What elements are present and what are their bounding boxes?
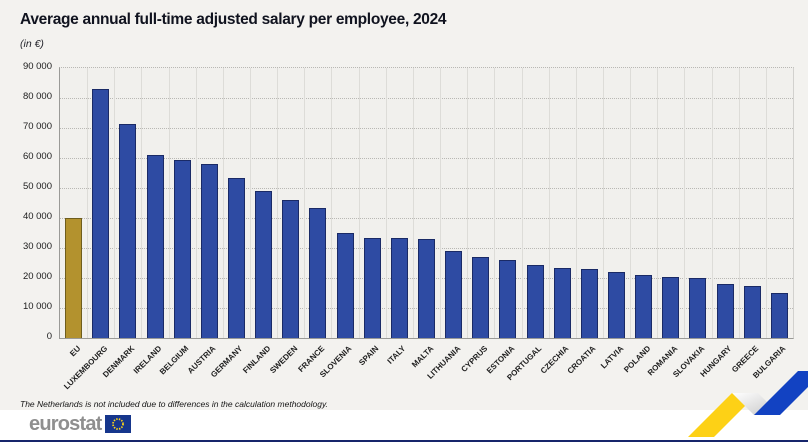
bar-portugal (526, 264, 544, 338)
footer-bar: eurostat (0, 410, 808, 442)
column-separator (494, 68, 496, 338)
bar-cyprus (472, 257, 490, 338)
bar-greece (743, 285, 761, 338)
y-tick-label-70000: 70 000 (22, 121, 52, 132)
footnote: The Netherlands is not included due to d… (20, 399, 328, 409)
x-label-eu: EU (67, 344, 82, 359)
column-separator (222, 68, 224, 338)
column-separator (304, 68, 306, 338)
bar-poland (635, 275, 653, 338)
bar-bulgaria (770, 293, 788, 338)
bar-italy (390, 237, 408, 338)
bar-slovakia (689, 278, 707, 338)
eurostat-logo: eurostat (29, 414, 131, 434)
x-label-malta: MALTA (409, 344, 435, 370)
plot-area (59, 67, 794, 339)
column-separator (331, 68, 333, 338)
bar-croatia (580, 269, 598, 338)
y-tick-label-80000: 80 000 (22, 91, 52, 102)
bar-austria (200, 164, 218, 338)
bar-estonia (499, 260, 517, 338)
eurostat-logo-text: eurostat (29, 413, 102, 435)
column-separator (195, 68, 197, 338)
bar-czechia (553, 267, 571, 338)
column-separator (440, 68, 442, 338)
column-separator (412, 68, 414, 338)
column-separator (602, 68, 604, 338)
bar-eu (65, 218, 83, 338)
column-separator (657, 68, 659, 338)
chart-title: Average annual full-time adjusted salary… (20, 11, 447, 28)
x-label-croatia: CROATIA (566, 344, 598, 376)
bar-denmark (119, 123, 137, 338)
x-label-italy: ITALY (385, 344, 408, 366)
bar-hungary (716, 284, 734, 338)
column-separator (141, 68, 143, 338)
bottom-border-line (0, 440, 808, 442)
bar-spain (363, 237, 381, 338)
gridline-50000 (60, 188, 793, 189)
bar-sweden (282, 200, 300, 338)
y-axis: 0 10 000 20 000 30 000 40 000 50 000 60 000 70 … (0, 62, 52, 342)
bar-belgium (173, 159, 191, 338)
x-label-finland: FINLAND (240, 344, 272, 376)
ribbon-arrow-decoration-icon (658, 367, 808, 442)
column-separator (521, 68, 523, 338)
bar-lithuania (445, 251, 463, 338)
column-separator (548, 68, 550, 338)
y-tick-label-50000: 50 000 (22, 181, 52, 192)
column-separator (738, 68, 740, 338)
x-label-czechia: CZECHIA (539, 344, 571, 376)
bar-luxembourg (92, 89, 110, 338)
bar-romania (662, 276, 680, 338)
y-tick-label-10000: 10 000 (22, 301, 52, 312)
y-tick-label-40000: 40 000 (22, 211, 52, 222)
column-separator (87, 68, 89, 338)
x-label-latvia: LATVIA (598, 344, 625, 371)
column-separator (684, 68, 686, 338)
column-separator (575, 68, 577, 338)
bar-ireland (146, 155, 164, 338)
x-label-sweden: SWEDEN (267, 344, 300, 376)
column-separator (168, 68, 170, 338)
y-tick-label-0: 0 (46, 331, 52, 342)
bar-slovenia (336, 233, 354, 338)
column-separator (385, 68, 387, 338)
column-separator (630, 68, 632, 338)
column-separator (114, 68, 116, 338)
gridline-70000 (60, 128, 793, 129)
gridline-80000 (60, 98, 793, 99)
column-separator (358, 68, 360, 338)
bar-malta (418, 239, 435, 338)
y-tick-label-30000: 30 000 (22, 241, 52, 252)
column-separator (277, 68, 279, 338)
eu-flag-icon (104, 415, 131, 433)
column-separator (711, 68, 713, 338)
column-separator (250, 68, 252, 338)
column-separator (467, 68, 469, 338)
column-separator (765, 68, 767, 338)
y-tick-label-20000: 20 000 (22, 271, 52, 282)
bar-germany (227, 177, 245, 338)
gridline-60000 (60, 158, 793, 159)
x-label-spain: SPAIN (357, 344, 381, 368)
bar-france (309, 207, 327, 338)
bar-finland (255, 191, 273, 338)
y-tick-label-90000: 90 000 (22, 61, 52, 72)
y-tick-label-60000: 60 000 (22, 151, 52, 162)
gridline-40000 (60, 218, 793, 219)
bar-latvia (608, 272, 626, 338)
chart-subtitle: (in €) (20, 38, 44, 50)
